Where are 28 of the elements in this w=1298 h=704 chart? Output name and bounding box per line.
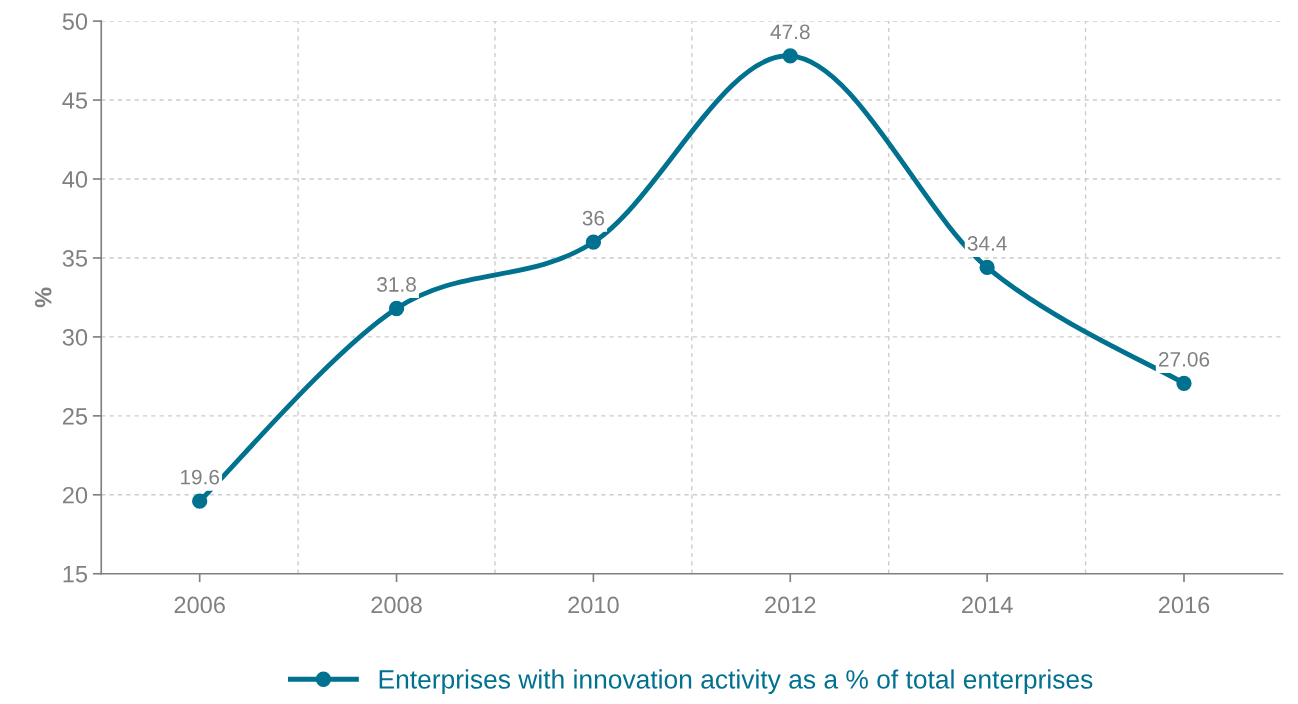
y-tick-label: 45 <box>62 92 88 109</box>
point <box>388 300 405 317</box>
point <box>979 259 995 276</box>
point <box>585 234 602 250</box>
y-tick-label: 35 <box>62 250 88 267</box>
x-tick-label: 2006 <box>174 596 225 614</box>
data-label: 19.6 <box>180 469 220 485</box>
point <box>192 493 208 509</box>
x-tick-label: 2008 <box>371 596 422 614</box>
y-tick-label: 40 <box>62 171 88 188</box>
point <box>782 48 798 64</box>
x-tick-label: 2010 <box>568 596 619 614</box>
data-label: 36 <box>582 210 605 226</box>
y-tick-label: 50 <box>62 13 88 30</box>
y-tick-label: 20 <box>62 486 88 504</box>
y-axis-title: % <box>34 287 52 308</box>
x-tick-label: 2012 <box>765 596 816 614</box>
data-label: 47.8 <box>770 24 810 40</box>
y-tick-label: 30 <box>62 328 88 346</box>
x-tick-label: 2014 <box>962 596 1013 614</box>
data-label: 27.06 <box>1158 351 1210 367</box>
point <box>1176 375 1192 391</box>
y-tick-label: 15 <box>63 566 88 583</box>
data-label: 31.8 <box>377 277 416 292</box>
x-tick-label: 2016 <box>1158 596 1210 614</box>
y-tick-label: 25 <box>62 407 88 425</box>
data-label: 34.4 <box>967 236 1007 251</box>
legend-label: Enterprises with innovation activity as a % of total enterprises <box>379 669 1093 694</box>
